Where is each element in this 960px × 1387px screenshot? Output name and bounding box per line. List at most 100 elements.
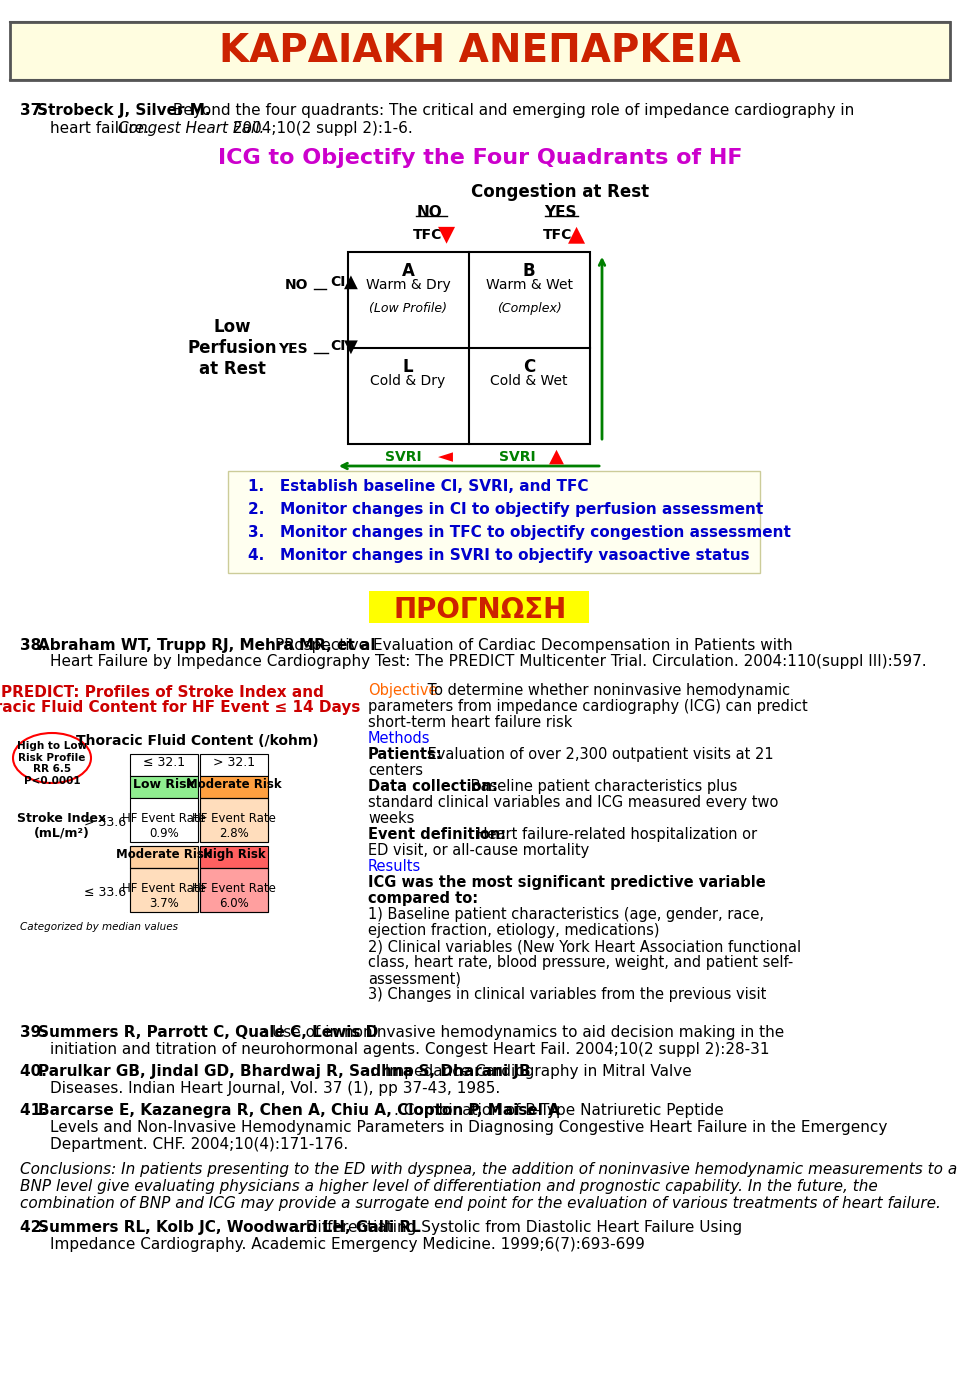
Text: Thoracic Fluid Content for HF Event ≤ 14 Days: Thoracic Fluid Content for HF Event ≤ 14… xyxy=(0,700,361,716)
Text: Cold & Wet: Cold & Wet xyxy=(491,374,567,388)
Text: 37.: 37. xyxy=(20,103,52,118)
Text: ▼: ▼ xyxy=(344,338,358,356)
Text: combination of BNP and ICG may provide a surrogate end point for the evaluation : combination of BNP and ICG may provide a… xyxy=(20,1196,941,1211)
Text: High Risk: High Risk xyxy=(203,847,265,861)
Text: YES: YES xyxy=(543,205,576,221)
FancyBboxPatch shape xyxy=(228,472,760,573)
Text: ΚΑΡΔΙΑΚΗ ΑΝΕΠΑΡΚΕΙΑ: ΚΑΡΔΙΑΚΗ ΑΝΕΠΑΡΚΕΙΑ xyxy=(219,32,741,69)
Text: TFC: TFC xyxy=(413,227,443,241)
Text: (Low Profile): (Low Profile) xyxy=(369,302,447,315)
Text: 3.   Monitor changes in TFC to objectify congestion assessment: 3. Monitor changes in TFC to objectify c… xyxy=(248,526,791,540)
Text: Summers RL, Kolb JC, Woodward LH, Galli RL: Summers RL, Kolb JC, Woodward LH, Galli … xyxy=(38,1221,420,1234)
Text: CI: CI xyxy=(330,338,346,354)
Text: PREDICT: Profiles of Stroke Index and: PREDICT: Profiles of Stroke Index and xyxy=(1,685,324,700)
Text: Diseases. Indian Heart Journal, Vol. 37 (1), pp 37-43, 1985.: Diseases. Indian Heart Journal, Vol. 37 … xyxy=(50,1080,500,1096)
Text: ◄: ◄ xyxy=(438,447,453,466)
Text: : PRospective Evaluation of Cardiac Decompensation in Patients with: : PRospective Evaluation of Cardiac Deco… xyxy=(265,638,793,653)
Text: Low
Perfusion
at Rest: Low Perfusion at Rest xyxy=(187,318,276,377)
Text: Beyond the four quadrants: The critical and emerging role of impedance cardiogra: Beyond the four quadrants: The critical … xyxy=(168,103,854,118)
Text: SVRI: SVRI xyxy=(498,449,536,465)
Text: Baseline patient characteristics plus: Baseline patient characteristics plus xyxy=(466,779,737,793)
Text: B: B xyxy=(522,262,536,280)
Text: standard clinical variables and ICG measured every two: standard clinical variables and ICG meas… xyxy=(368,795,779,810)
Text: assessment): assessment) xyxy=(368,971,461,986)
Text: : Use of in noninvasive hemodynamics to aid decision making in the: : Use of in noninvasive hemodynamics to … xyxy=(262,1025,784,1040)
Text: ΠΡΟΓΝΩΣΗ: ΠΡΟΓΝΩΣΗ xyxy=(394,596,566,624)
Text: 1) Baseline patient characteristics (age, gender, race,: 1) Baseline patient characteristics (age… xyxy=(368,907,764,922)
Text: Moderate Risk: Moderate Risk xyxy=(186,778,282,791)
Text: Summers R, Parrott C, Quale C, Lewis D: Summers R, Parrott C, Quale C, Lewis D xyxy=(38,1025,378,1040)
Bar xyxy=(200,755,268,775)
Text: Thoracic Fluid Content (/kohm): Thoracic Fluid Content (/kohm) xyxy=(76,734,319,748)
Text: HF Event Rate
0.9%: HF Event Rate 0.9% xyxy=(122,811,206,841)
Text: (Complex): (Complex) xyxy=(496,302,562,315)
Text: ≤ 32.1: ≤ 32.1 xyxy=(143,756,185,768)
Text: short-term heart failure risk: short-term heart failure risk xyxy=(368,716,572,730)
Text: 40.: 40. xyxy=(20,1064,52,1079)
Text: ≤ 33.6: ≤ 33.6 xyxy=(84,886,126,899)
Text: Methods: Methods xyxy=(368,731,430,746)
Text: Low Risk: Low Risk xyxy=(133,778,195,791)
Text: Results: Results xyxy=(368,859,421,874)
Text: High to Low
Risk Profile
RR 6.5
P<0.0001: High to Low Risk Profile RR 6.5 P<0.0001 xyxy=(17,741,87,786)
Text: BNP level give evaluating physicians a higher level of differentiation and progn: BNP level give evaluating physicians a h… xyxy=(20,1179,877,1194)
Text: SVRI: SVRI xyxy=(385,449,421,465)
Text: Data collection:: Data collection: xyxy=(368,779,498,793)
Text: HF Event Rate
3.7%: HF Event Rate 3.7% xyxy=(122,882,206,910)
Text: Congest Heart Fail.: Congest Heart Fail. xyxy=(118,121,264,136)
Bar xyxy=(200,846,268,868)
Ellipse shape xyxy=(13,732,91,784)
Text: L: L xyxy=(402,358,414,376)
Bar xyxy=(130,755,198,775)
Bar xyxy=(200,798,268,842)
Text: parameters from impedance cardiography (ICG) can predict: parameters from impedance cardiography (… xyxy=(368,699,807,714)
Text: Warm & Dry: Warm & Dry xyxy=(366,277,450,293)
Bar xyxy=(200,798,268,842)
Text: centers: centers xyxy=(368,763,423,778)
Text: Moderate Risk: Moderate Risk xyxy=(116,847,212,861)
Text: To determine whether noninvasive hemodynamic: To determine whether noninvasive hemodyn… xyxy=(423,682,790,698)
Bar xyxy=(200,775,268,798)
Bar xyxy=(10,22,950,80)
Text: ▼: ▼ xyxy=(438,223,455,244)
Bar xyxy=(130,798,198,842)
Text: Abraham WT, Trupp RJ, Mehra MR, et al: Abraham WT, Trupp RJ, Mehra MR, et al xyxy=(38,638,375,653)
Text: Categorized by median values: Categorized by median values xyxy=(20,922,178,932)
Bar xyxy=(348,252,590,444)
Text: HF Event Rate
6.0%: HF Event Rate 6.0% xyxy=(192,882,276,910)
Bar xyxy=(130,846,198,868)
Text: C: C xyxy=(523,358,535,376)
Text: Stroke Index
(mL/m²): Stroke Index (mL/m²) xyxy=(17,811,107,841)
Text: weeks: weeks xyxy=(368,811,415,827)
Text: ED visit, or all-cause mortality: ED visit, or all-cause mortality xyxy=(368,843,589,859)
Text: 2.   Monitor changes in CI to objectify perfusion assessment: 2. Monitor changes in CI to objectify pe… xyxy=(248,502,763,517)
Text: NO: NO xyxy=(284,277,308,293)
Text: NO: NO xyxy=(418,205,443,221)
Text: 42.: 42. xyxy=(20,1221,52,1234)
Text: Department. CHF. 2004;10(4):171-176.: Department. CHF. 2004;10(4):171-176. xyxy=(50,1137,348,1153)
Text: Levels and Non-Invasive Hemodynamic Parameters in Diagnosing Congestive Heart Fa: Levels and Non-Invasive Hemodynamic Para… xyxy=(50,1119,887,1135)
Text: 38.: 38. xyxy=(20,638,52,653)
Text: 3) Changes in clinical variables from the previous visit: 3) Changes in clinical variables from th… xyxy=(368,988,766,1001)
Text: A: A xyxy=(401,262,415,280)
Text: 41.: 41. xyxy=(20,1103,52,1118)
Text: 39.: 39. xyxy=(20,1025,52,1040)
Text: HF Event Rate
2.8%: HF Event Rate 2.8% xyxy=(192,811,276,841)
Text: ICG to Objectify the Four Quadrants of HF: ICG to Objectify the Four Quadrants of H… xyxy=(218,148,742,168)
Bar xyxy=(130,868,198,913)
Text: ▲: ▲ xyxy=(344,273,358,291)
Text: > 33.6: > 33.6 xyxy=(84,816,126,829)
FancyBboxPatch shape xyxy=(369,591,589,623)
Text: Congestion at Rest: Congestion at Rest xyxy=(471,183,649,201)
Text: ▲: ▲ xyxy=(568,223,586,244)
Text: Strobeck J, Silver M.: Strobeck J, Silver M. xyxy=(37,103,210,118)
Bar xyxy=(200,868,268,913)
Text: > 32.1: > 32.1 xyxy=(213,756,255,768)
Text: Event definition:: Event definition: xyxy=(368,827,506,842)
Text: YES: YES xyxy=(278,343,308,356)
Text: ▲: ▲ xyxy=(549,447,564,466)
Text: Heart Failure by Impedance Cardiography Test: The PREDICT Multicenter Trial. Cir: Heart Failure by Impedance Cardiography … xyxy=(50,655,926,669)
Text: 2004;10(2 suppl 2):1-6.: 2004;10(2 suppl 2):1-6. xyxy=(228,121,413,136)
Text: ejection fraction, etiology, medications): ejection fraction, etiology, medications… xyxy=(368,922,660,938)
Text: Evaluation of over 2,300 outpatient visits at 21: Evaluation of over 2,300 outpatient visi… xyxy=(423,748,774,761)
